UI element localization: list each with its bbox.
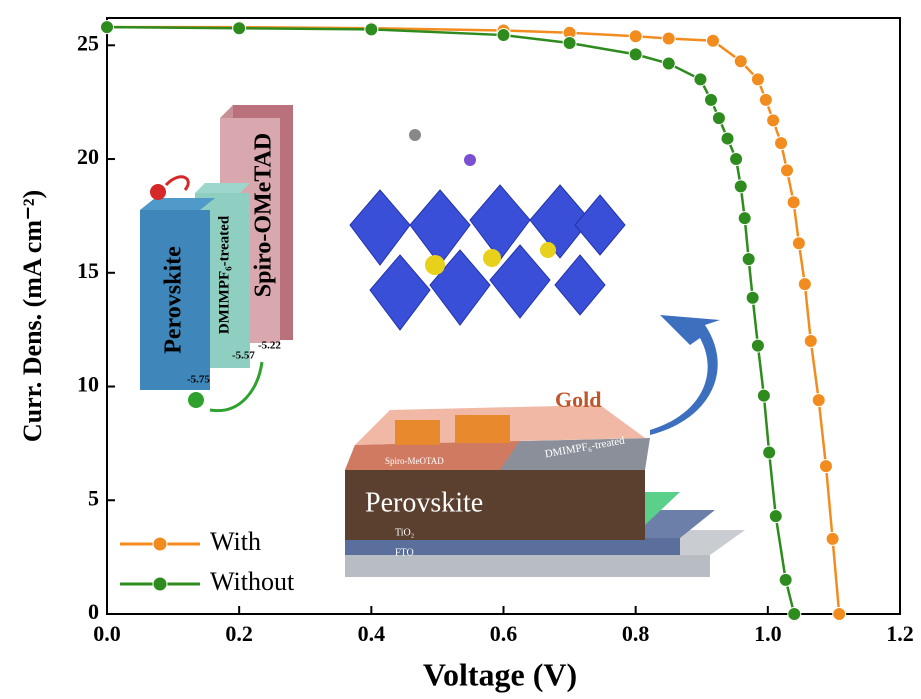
point [786,195,801,210]
inset-text: -5.57 [232,350,255,362]
arrow [650,315,720,435]
crystal-inset [349,129,626,331]
point [778,572,793,587]
y-tick-label: 15 [77,258,99,283]
point [774,136,789,151]
point [232,21,247,36]
point [496,28,511,43]
y-tick-label: 10 [77,372,99,397]
point [766,113,781,128]
point [661,31,676,46]
x-tick-label: 0.8 [622,621,650,646]
inset-text: Gold [555,387,601,412]
y-tick-label: 25 [77,30,99,55]
point [756,388,771,403]
point [741,252,756,267]
y-tick-label: 0 [88,599,99,624]
point [750,338,765,353]
inset-text: DMIMPF₆-treated [216,215,232,334]
inset-text: FTO [395,547,414,558]
point [803,334,818,349]
point [711,111,726,126]
point [762,445,777,460]
series-line [107,25,841,615]
point [729,152,744,167]
point [750,72,765,87]
point [693,72,708,87]
point [832,607,847,621]
legend-label: Without [210,567,295,596]
x-tick-label: 0.6 [490,621,518,646]
point [562,36,577,51]
point [733,54,748,69]
point [758,92,773,107]
y-tick-label: 5 [88,485,99,510]
point [661,56,676,71]
inset-text: TiO₂ [395,527,414,538]
energy-inset: Perovskite DMIMPF₆-treated Spiro-OMeTAD … [140,105,293,413]
inset-text: Perovskite [365,487,483,518]
point [720,131,735,146]
inset-text: Spiro-MeOTAD [385,456,444,466]
series-line [106,25,796,615]
point [787,607,802,621]
point [364,22,379,37]
point [745,290,760,305]
point [628,47,643,62]
legend-label: With [210,527,261,556]
point [797,277,812,292]
device-inset: Gold Spiro-MeOTAD DMIMPF₆-treated Perovs… [345,387,745,577]
inset-text: Spiro-OMeTAD [251,133,277,297]
y-tick-label: 20 [77,144,99,169]
inset-text: Perovskite [161,246,187,354]
legend-marker [152,576,168,592]
point [704,92,719,107]
x-axis-label: Voltage (V) [423,656,577,692]
x-tick-label: 1.2 [886,621,914,646]
x-tick-label: 1.0 [754,621,782,646]
inset-text: -5.22 [258,340,281,352]
point [779,163,794,178]
point [791,236,806,251]
x-tick-label: 0.0 [93,621,121,646]
x-tick-label: 0.2 [225,621,253,646]
point [100,20,114,35]
point [818,459,833,474]
point [825,531,840,546]
y-axis-label: Curr. Dens. (mA cm⁻²) [18,190,47,442]
point [733,179,748,194]
legend-marker [152,536,168,552]
x-tick-label: 0.4 [358,621,386,646]
point [768,509,783,524]
point [811,393,826,408]
inset-text: -5.75 [187,374,210,386]
point [737,211,752,226]
point [705,33,720,48]
point [628,29,643,44]
